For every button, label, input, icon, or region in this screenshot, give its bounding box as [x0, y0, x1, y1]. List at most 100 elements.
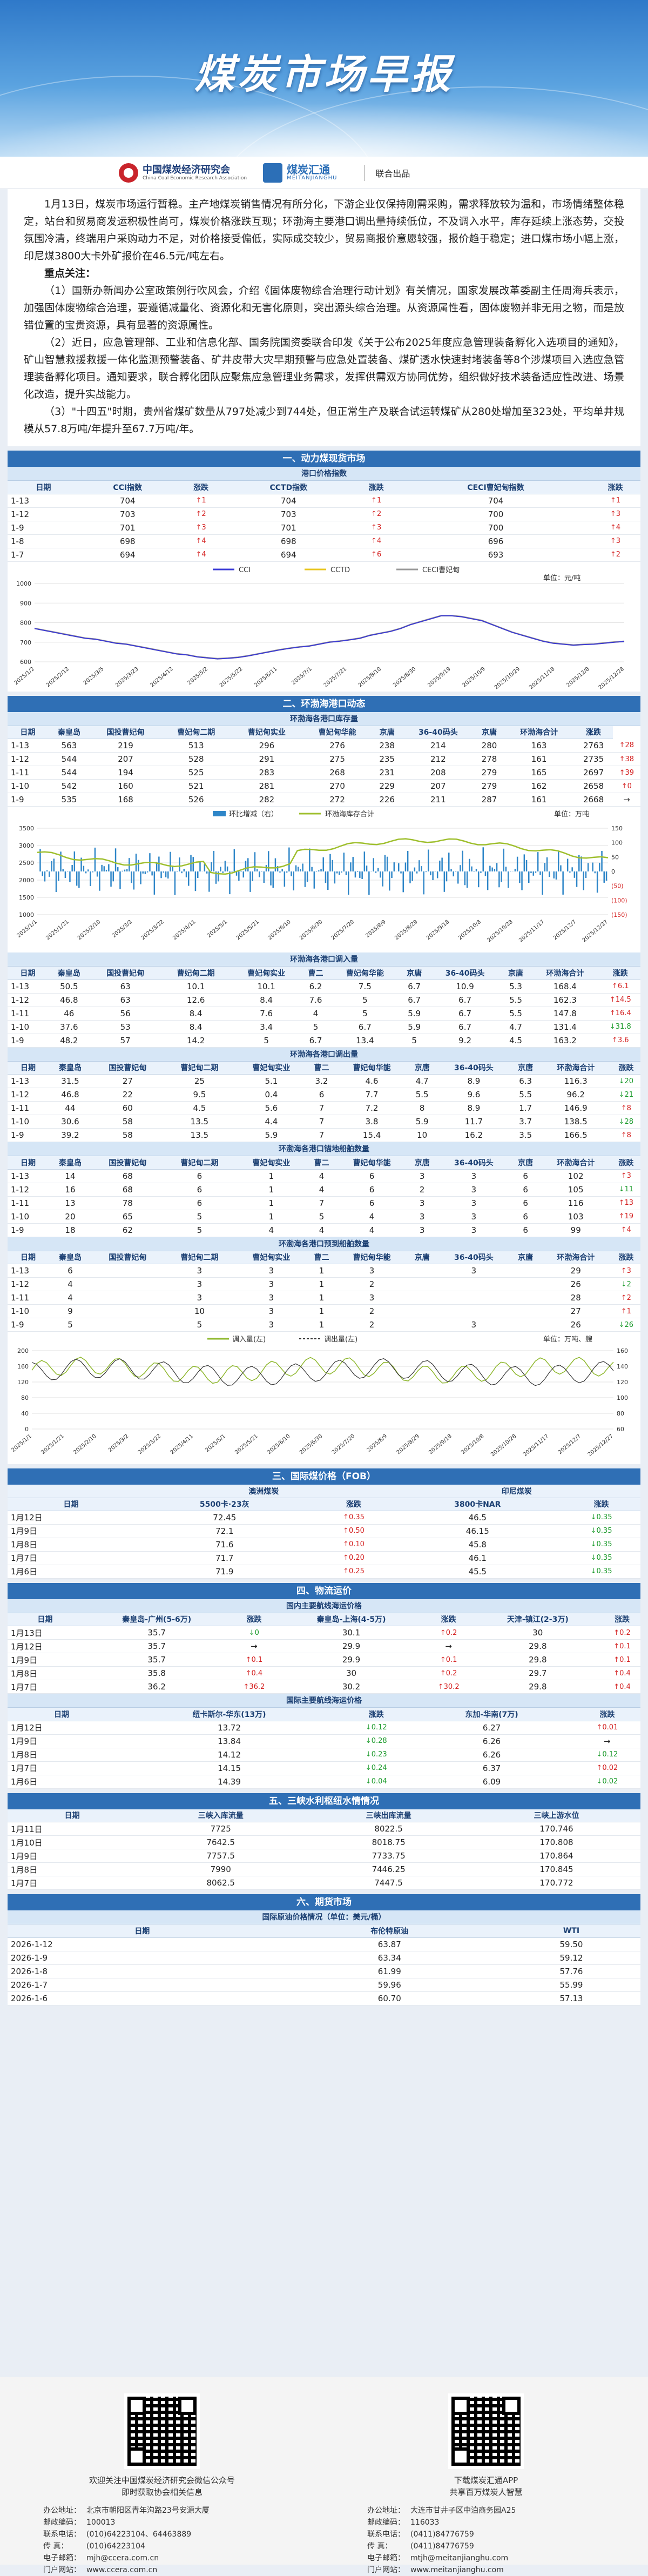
y-tick-label: 2500 — [19, 860, 34, 867]
column-header: 曹妃甸实业 — [231, 967, 301, 980]
change-bar — [485, 871, 487, 876]
change-bar — [437, 871, 438, 878]
column-header: 曹二 — [307, 1156, 336, 1169]
table-cell: ↓31.8 — [600, 1020, 640, 1034]
change-bar — [491, 868, 493, 871]
change-bar — [524, 854, 525, 871]
change-bar — [58, 871, 59, 881]
table-cell: 4 — [307, 1169, 336, 1183]
change-bar — [138, 860, 139, 871]
table-cell — [511, 1278, 540, 1291]
table-cell — [408, 1318, 436, 1332]
change-bar — [143, 871, 144, 874]
y2-tick-label: 160 — [617, 1347, 628, 1354]
column-header: 秦皇岛-广州(5-6万) — [83, 1613, 231, 1626]
column-header: 曹二 — [301, 967, 329, 980]
change-bar — [298, 867, 299, 871]
table-cell: 8.9 — [436, 1102, 511, 1115]
table-cell: 1月12日 — [8, 1721, 116, 1734]
change-bar — [85, 871, 87, 873]
table-cell: ↑19 — [612, 1210, 640, 1223]
change-bar — [78, 871, 80, 888]
change-bar — [167, 871, 169, 878]
column-header: 涨跌 — [574, 1708, 640, 1721]
y2-tick-label: (50) — [611, 883, 624, 890]
change-bar — [453, 871, 455, 876]
table-cell: 31.5 — [49, 1075, 92, 1088]
table-cell: 8 — [408, 1102, 436, 1115]
table-cell: 3 — [164, 1264, 235, 1278]
table-cell: 28 — [540, 1291, 612, 1305]
change-bar — [71, 865, 73, 871]
table-cell: 4 — [307, 1223, 336, 1237]
x-tick-label: 2025/1/21 — [45, 919, 70, 941]
table-cell: 10 — [164, 1305, 235, 1318]
table-cell: ↑39 — [613, 766, 640, 780]
y-tick-label: 700 — [20, 639, 31, 646]
change-bar — [320, 869, 322, 872]
table-cell: 6 — [511, 1183, 540, 1196]
table-cell: ↑4 — [612, 1223, 640, 1237]
change-bar — [147, 871, 148, 873]
change-bar — [521, 871, 523, 890]
table-cell: 235 — [373, 753, 401, 766]
legend-label: CECI曹妃甸 — [422, 566, 460, 574]
x-tick-label: 2025/8/10 — [357, 666, 382, 688]
x-tick-label: 2025/12/8 — [565, 666, 590, 688]
wechat-qr-code[interactable] — [124, 2393, 200, 2469]
column-header: 京唐 — [502, 967, 530, 980]
x-tick-label: 2025/2/12 — [45, 666, 70, 688]
x-tick-label: 2025/10/8 — [460, 1433, 485, 1455]
change-bar — [346, 871, 347, 875]
legend-label: CCI — [239, 566, 251, 574]
y2-tick-label: (100) — [611, 897, 627, 904]
table-cell: 6 — [164, 1183, 235, 1196]
change-bar — [99, 871, 100, 891]
table-cell: 168.4 — [530, 980, 600, 993]
table-cell: 3.7 — [511, 1115, 540, 1129]
change-bar — [264, 871, 265, 883]
table-cell: 1月10日 — [8, 1836, 137, 1849]
column-header: 秦皇岛 — [48, 967, 90, 980]
change-bar — [394, 862, 395, 871]
column-header: 三峡上游水位 — [473, 1809, 640, 1822]
y2-tick-label: (150) — [611, 911, 627, 918]
table-cell: 2 — [336, 1278, 408, 1291]
x-tick-label: 2025/7/20 — [331, 1433, 356, 1455]
y-tick-label: 3000 — [19, 842, 34, 849]
change-bar — [348, 871, 349, 895]
change-bar — [46, 870, 48, 871]
change-bar — [51, 861, 52, 871]
change-bar — [503, 849, 505, 871]
change-bar — [74, 851, 76, 871]
table-cell: 207 — [401, 780, 475, 793]
table-cell: 14.39 — [116, 1775, 343, 1788]
table-cell: 5 — [231, 1034, 301, 1047]
table-cell: 1 — [307, 1305, 336, 1318]
table-cell: 16.2 — [436, 1129, 511, 1142]
table-cell: ↓0.24 — [343, 1761, 409, 1775]
change-bar — [535, 871, 537, 873]
table-cell: 2026-1-7 — [8, 1978, 277, 1991]
change-bar — [462, 851, 463, 871]
column-header: 日期 — [8, 1498, 134, 1511]
table-cell: ↓20 — [612, 1075, 640, 1088]
change-bar — [373, 858, 375, 871]
change-bar — [305, 871, 306, 887]
y2-tick-label: 60 — [617, 1426, 624, 1433]
change-bar — [460, 865, 461, 871]
change-bar — [554, 871, 555, 878]
table-cell: 276 — [302, 739, 373, 753]
change-bar — [332, 860, 333, 871]
app-qr-code[interactable] — [448, 2393, 524, 2469]
change-bar — [592, 863, 593, 872]
table-cell: 1-12 — [8, 1088, 49, 1102]
column-header: 曹妃甸实业 — [235, 1062, 307, 1075]
change-bar — [405, 862, 407, 871]
